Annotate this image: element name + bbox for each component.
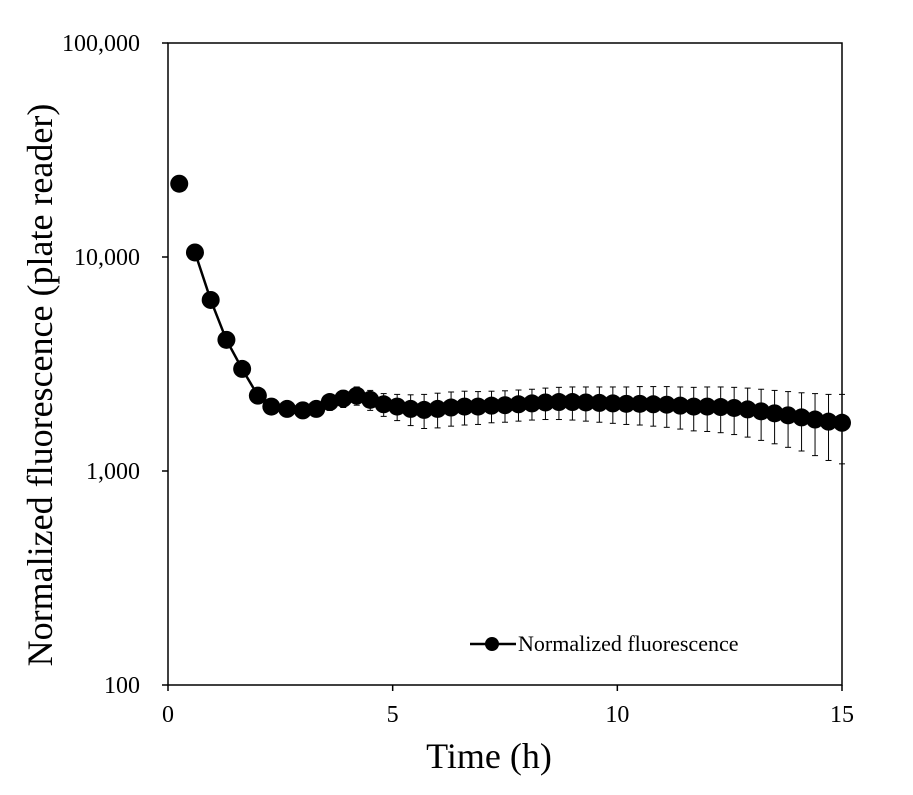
legend: Normalized fluorescence	[470, 631, 739, 656]
data-point	[482, 396, 501, 415]
data-point	[428, 399, 447, 418]
data-point	[738, 400, 757, 419]
data-point	[806, 410, 825, 429]
data-point	[334, 389, 353, 408]
data-point	[320, 393, 339, 412]
x-tick-label: 0	[162, 702, 174, 728]
plot-frame	[167, 42, 843, 686]
data-point	[201, 290, 220, 309]
x-axis-ticks: 0 5 10 15	[162, 685, 854, 728]
data-point	[563, 393, 582, 412]
data-point	[509, 395, 528, 414]
data-point	[388, 397, 407, 416]
data-point	[684, 397, 703, 416]
data-point	[496, 396, 514, 415]
data-point	[415, 400, 434, 419]
data-point	[630, 394, 649, 413]
data-point	[590, 393, 609, 412]
data-point	[374, 395, 393, 414]
data-point	[262, 397, 281, 416]
data-point	[671, 396, 690, 415]
data-point	[217, 330, 236, 349]
data-point	[819, 412, 838, 431]
data-point	[725, 398, 744, 417]
y-tick-label: 100,000	[62, 31, 140, 57]
x-tick-label: 5	[387, 702, 399, 728]
data-point	[792, 408, 811, 427]
data-point	[233, 359, 252, 378]
data-point	[752, 402, 771, 421]
data-point	[455, 397, 474, 416]
data-point	[576, 393, 595, 412]
y-axis-ticks: 100 1,000 10,000 100,000	[62, 31, 168, 699]
data-point	[401, 399, 420, 418]
x-tick-label: 15	[830, 702, 854, 728]
data-point	[779, 406, 798, 425]
y-tick-label: 1,000	[86, 459, 140, 485]
data-point	[185, 243, 204, 262]
data-point	[293, 401, 312, 420]
data-point	[644, 395, 663, 414]
data-point	[469, 397, 488, 416]
data-point	[536, 393, 555, 412]
y-tick-label: 100	[104, 673, 140, 699]
data-point	[765, 404, 784, 423]
data-point	[278, 399, 297, 418]
data-point	[657, 395, 676, 414]
x-tick-label: 10	[605, 702, 629, 728]
y-axis-title: Normalized fluorescence (plate reader)	[20, 104, 60, 667]
data-points	[170, 174, 851, 432]
data-point	[442, 398, 461, 417]
data-point	[711, 398, 730, 417]
data-point	[833, 413, 851, 432]
data-point	[248, 386, 267, 405]
x-axis-title: Time (h)	[426, 736, 552, 776]
data-point	[603, 394, 622, 413]
data-point	[170, 174, 189, 193]
data-point	[522, 394, 541, 413]
data-point	[698, 397, 717, 416]
y-tick-label: 10,000	[74, 245, 140, 271]
data-point	[307, 399, 326, 418]
legend-marker	[485, 637, 499, 651]
data-point	[549, 393, 568, 412]
legend-label: Normalized fluorescence	[518, 631, 739, 656]
data-point	[617, 394, 636, 413]
